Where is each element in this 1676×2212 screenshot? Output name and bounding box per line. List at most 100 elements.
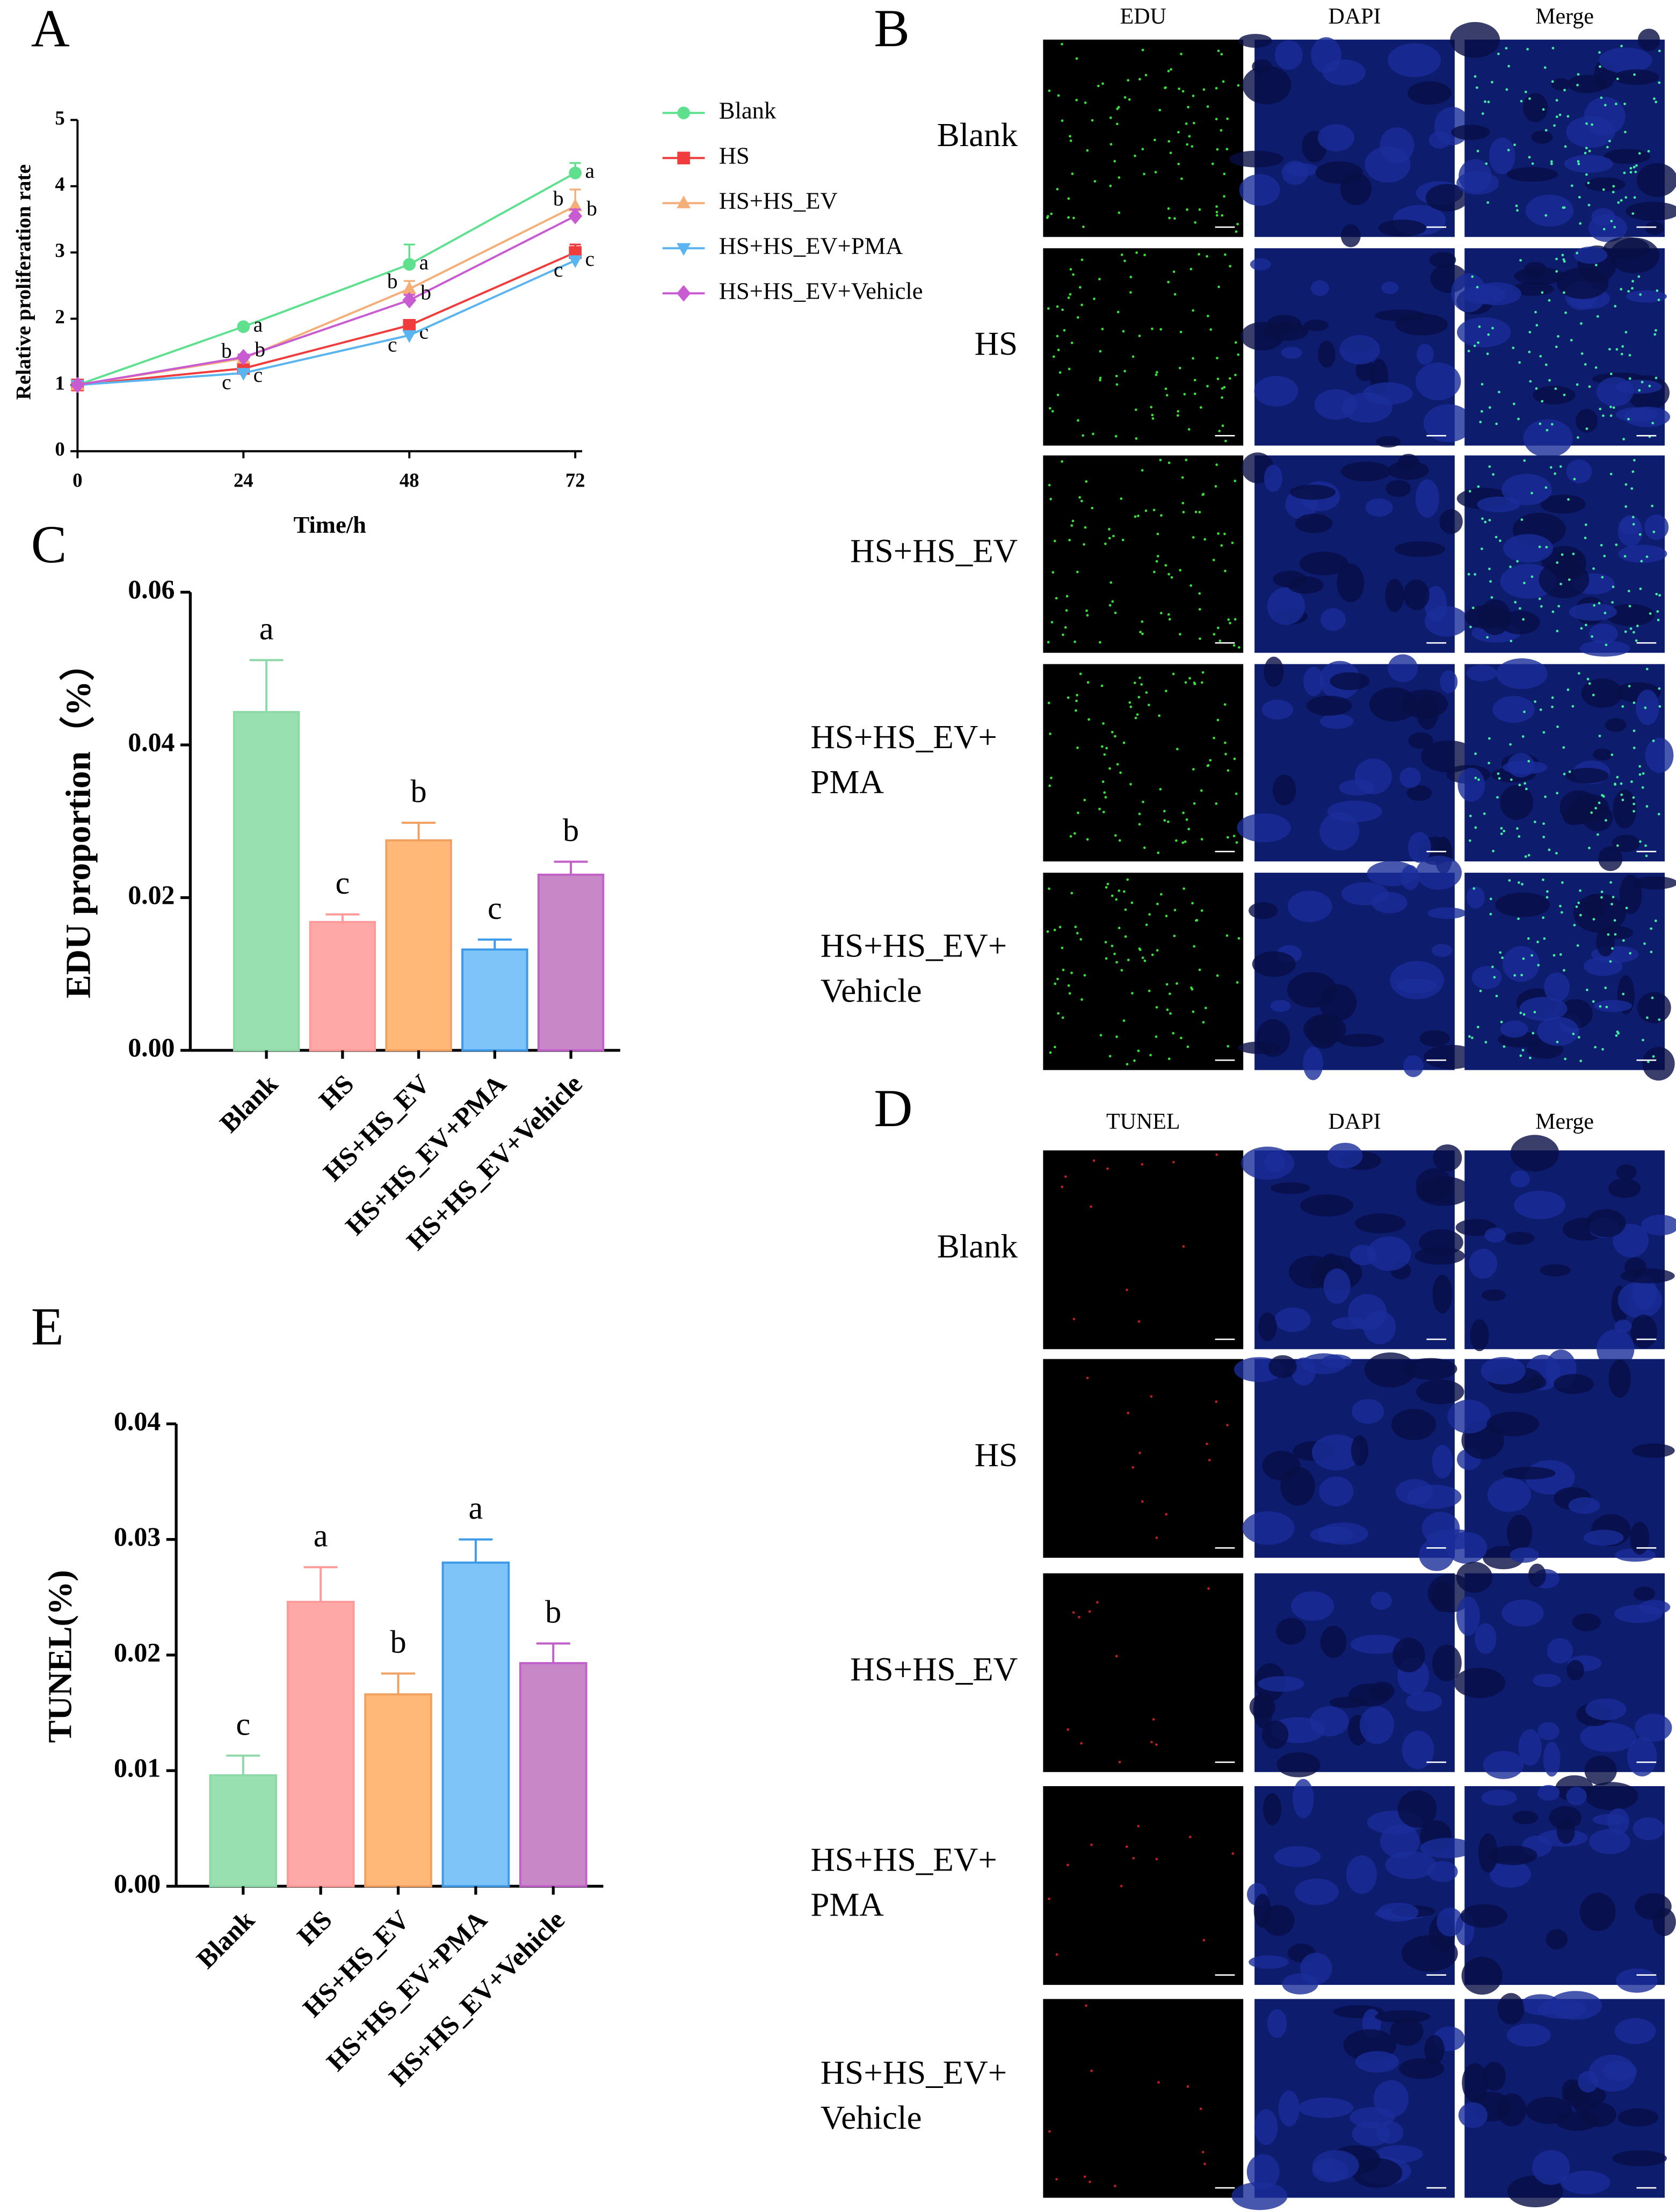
texture — [1585, 1782, 1638, 1810]
x-axis-label: Time/h — [293, 511, 366, 538]
texture — [1264, 656, 1284, 687]
fluorescent-dot — [1528, 156, 1531, 159]
point — [677, 106, 690, 120]
significance-letter: b — [553, 186, 564, 210]
fluorescent-dot — [1500, 827, 1503, 830]
fluorescent-dot — [1191, 988, 1194, 991]
fluorescent-dot — [1103, 791, 1106, 794]
row-label: HS — [975, 1436, 1018, 1474]
legend-label: HS+HS_EV+Vehicle — [719, 277, 923, 304]
fluorescent-dot — [1194, 510, 1198, 513]
fluorescent-dot — [1605, 643, 1608, 647]
texture — [1380, 127, 1414, 164]
texture — [1419, 1030, 1450, 1047]
fluorescent-dot — [1179, 569, 1182, 572]
error-bar — [381, 1672, 416, 1695]
fluorescent-dot — [1627, 418, 1630, 420]
texture — [1612, 835, 1640, 852]
fluorescent-dot — [1180, 53, 1182, 55]
fluorescent-dot — [1057, 94, 1060, 97]
fluorescent-dot — [1507, 149, 1510, 151]
fluorescent-dot — [1199, 637, 1201, 640]
fluorescent-dot — [1609, 881, 1612, 884]
texture — [1321, 608, 1346, 632]
fluorescent-dot — [1082, 434, 1085, 437]
micrograph — [1043, 1359, 1244, 1558]
fluorescent-dot — [1640, 560, 1643, 563]
fluorescent-dot — [1224, 439, 1227, 443]
fluorescent-dot — [1084, 526, 1087, 529]
fluorescent-dot — [1120, 969, 1123, 972]
fluorescent-dot — [1085, 480, 1088, 483]
fluorescent-dot — [1642, 772, 1645, 775]
fluorescent-dot — [1075, 699, 1078, 702]
fluorescent-dot — [1509, 743, 1512, 746]
significance-letter: a — [314, 1518, 328, 1554]
fluorescent-dot — [1193, 945, 1196, 948]
fluorescent-dot — [1236, 222, 1239, 226]
texture — [1510, 1547, 1539, 1563]
fluorescent-dot — [1468, 1035, 1471, 1038]
fluorescent-dot — [1608, 140, 1611, 143]
fluorescent-dot — [1067, 197, 1070, 200]
fluorescent-dot — [1143, 959, 1147, 962]
fluorescent-dot — [1216, 378, 1220, 380]
fluorescent-dot — [1090, 1843, 1093, 1846]
texture — [1341, 392, 1392, 423]
row-label: HS+HS_EV — [850, 532, 1018, 569]
fluorescent-dot — [1129, 275, 1133, 279]
point — [70, 376, 85, 394]
fluorescent-dot — [1217, 49, 1220, 53]
fluorescent-dot — [1628, 590, 1630, 592]
fluorescent-dot — [1062, 633, 1064, 636]
texture — [1586, 1209, 1626, 1237]
fluorescent-dot — [1477, 341, 1480, 344]
fluorescent-dot — [1624, 331, 1628, 333]
fluorescent-dot — [1187, 428, 1191, 431]
fluorescent-dot — [1609, 414, 1613, 417]
fluorescent-dot — [1186, 2085, 1189, 2088]
x-tick-label: Blank — [214, 1069, 284, 1138]
texture — [1249, 902, 1278, 919]
fluorescent-dot — [1519, 607, 1521, 610]
fluorescent-dot — [1623, 171, 1626, 175]
fluorescent-dot — [1087, 718, 1090, 721]
texture — [1262, 1904, 1295, 1936]
texture — [1626, 290, 1667, 303]
fluorescent-dot — [1049, 733, 1051, 735]
fluorescent-dot — [1070, 891, 1073, 895]
fluorescent-dot — [1492, 850, 1494, 853]
fluorescent-dot — [1127, 959, 1130, 961]
fluorescent-dot — [1481, 517, 1484, 520]
fluorescent-dot — [1082, 226, 1085, 228]
fluorescent-dot — [1600, 890, 1604, 894]
fluorescent-dot — [1606, 146, 1609, 149]
texture — [1365, 498, 1393, 517]
fluorescent-dot — [1525, 787, 1528, 790]
fluorescent-dot — [1598, 601, 1601, 605]
fluorescent-dot — [1551, 80, 1554, 83]
fluorescent-dot — [1633, 810, 1635, 813]
fluorescent-dot — [1167, 280, 1170, 284]
fluorescent-dot — [1056, 187, 1059, 191]
fluorescent-dot — [1224, 752, 1227, 756]
fluorescent-dot — [1563, 260, 1566, 263]
column-header: EDU — [1120, 4, 1166, 29]
fluorescent-dot — [1123, 369, 1127, 373]
texture — [1378, 219, 1426, 237]
significance-letter: c — [419, 320, 429, 344]
fluorescent-dot — [1489, 580, 1492, 583]
fluorescent-dot — [1167, 140, 1171, 143]
error-bar — [554, 860, 588, 875]
fluorescent-dot — [1163, 810, 1166, 813]
fluorescent-dot — [1474, 752, 1477, 755]
fluorescent-dot — [1650, 951, 1653, 953]
texture — [1369, 687, 1417, 722]
fluorescent-dot — [1577, 436, 1579, 439]
fluorescent-dot — [1189, 584, 1193, 587]
fluorescent-dot — [1061, 1016, 1064, 1019]
fluorescent-dot — [1655, 100, 1658, 104]
fluorescent-dot — [1477, 485, 1480, 488]
fluorescent-dot — [1164, 86, 1167, 89]
fluorescent-dot — [1579, 913, 1582, 917]
